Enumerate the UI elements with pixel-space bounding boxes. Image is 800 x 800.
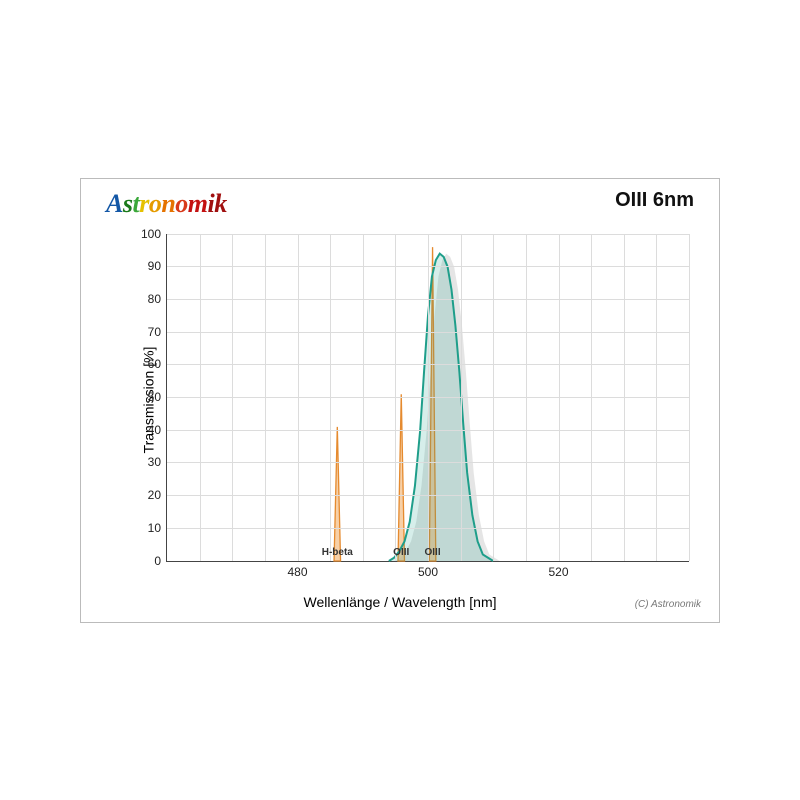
gridline-v	[493, 234, 494, 561]
y-tick-label: 60	[148, 357, 167, 371]
gridline-v	[591, 234, 592, 561]
y-tick-label: 20	[148, 488, 167, 502]
emission-peak-label: H-beta	[322, 547, 353, 558]
emission-peak-label: OIII	[425, 547, 441, 558]
chart-container: Astronomik OIII 6nm Transmission [%] 010…	[80, 178, 720, 623]
emission-peak	[334, 426, 341, 560]
y-tick-label: 40	[148, 423, 167, 437]
gridline-v	[526, 234, 527, 561]
x-tick-label: 500	[418, 561, 438, 579]
plot-area: 0102030405060708090100480500520H-betaOII…	[166, 234, 689, 562]
gridline-v	[232, 234, 233, 561]
gridline-v	[395, 234, 396, 561]
gridline-v	[428, 234, 429, 561]
y-tick-label: 50	[148, 390, 167, 404]
x-tick-label: 520	[548, 561, 568, 579]
gridline-v	[461, 234, 462, 561]
y-tick-label: 80	[148, 292, 167, 306]
y-tick-label: 0	[154, 554, 167, 568]
y-tick-label: 100	[141, 227, 167, 241]
y-tick-label: 30	[148, 455, 167, 469]
title-row: Astronomik OIII 6nm	[81, 189, 719, 229]
gridline-v	[624, 234, 625, 561]
gridline-v	[656, 234, 657, 561]
y-tick-label: 70	[148, 325, 167, 339]
emission-peak-label: OIII	[393, 547, 409, 558]
gridline-v	[559, 234, 560, 561]
emission-peak	[398, 394, 405, 561]
gridline-v	[265, 234, 266, 561]
gridline-v	[330, 234, 331, 561]
brand-logo: Astronomik	[106, 189, 227, 219]
x-axis-label: Wellenlänge / Wavelength [nm]	[81, 594, 719, 610]
y-tick-label: 90	[148, 259, 167, 273]
x-tick-label: 480	[287, 561, 307, 579]
copyright-text: (C) Astronomik	[635, 599, 701, 610]
gridline-v	[689, 234, 690, 561]
gridline-v	[200, 234, 201, 561]
gridline-v	[298, 234, 299, 561]
filter-title: OIII 6nm	[615, 189, 694, 212]
gridline-v	[363, 234, 364, 561]
y-tick-label: 10	[148, 521, 167, 535]
